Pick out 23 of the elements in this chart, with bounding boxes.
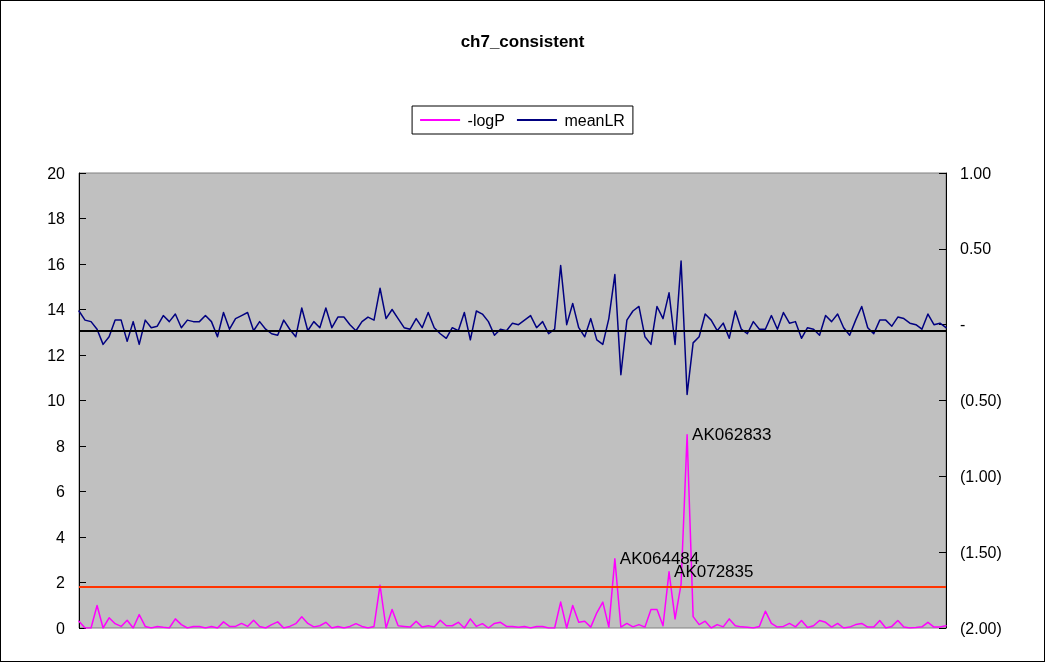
y2-tick-label: (1.50) [960, 543, 1002, 561]
y-tick-label: 6 [56, 483, 66, 500]
chart-title: ch7_consistent [460, 32, 585, 51]
y2-tick-label: (1.00) [960, 467, 1002, 485]
y-tick-label: 20 [47, 164, 66, 182]
legend-label: -logP [467, 111, 505, 129]
legend-label: meanLR [564, 111, 625, 129]
y2-tick-label: (2.00) [960, 619, 1002, 637]
y-tick-label: 4 [56, 528, 66, 546]
y-tick-label: 8 [56, 437, 66, 455]
y-tick-label: 14 [47, 301, 66, 318]
y2-tick-label: - [960, 316, 966, 334]
y2-tick-label: 0.50 [960, 240, 992, 258]
data-label: AK062833 [692, 425, 772, 445]
y-tick-label: 18 [47, 210, 66, 227]
y-tick-label: 0 [56, 619, 66, 637]
line-series [78, 260, 947, 396]
y2-tick-label: 1.00 [960, 164, 992, 182]
y2-tick-label: (0.50) [960, 392, 1002, 409]
y-tick-label: 16 [47, 255, 66, 273]
y-tick-label: 10 [47, 392, 66, 409]
y-tick-label: 2 [56, 574, 66, 591]
y-tick-label: 12 [47, 346, 66, 364]
